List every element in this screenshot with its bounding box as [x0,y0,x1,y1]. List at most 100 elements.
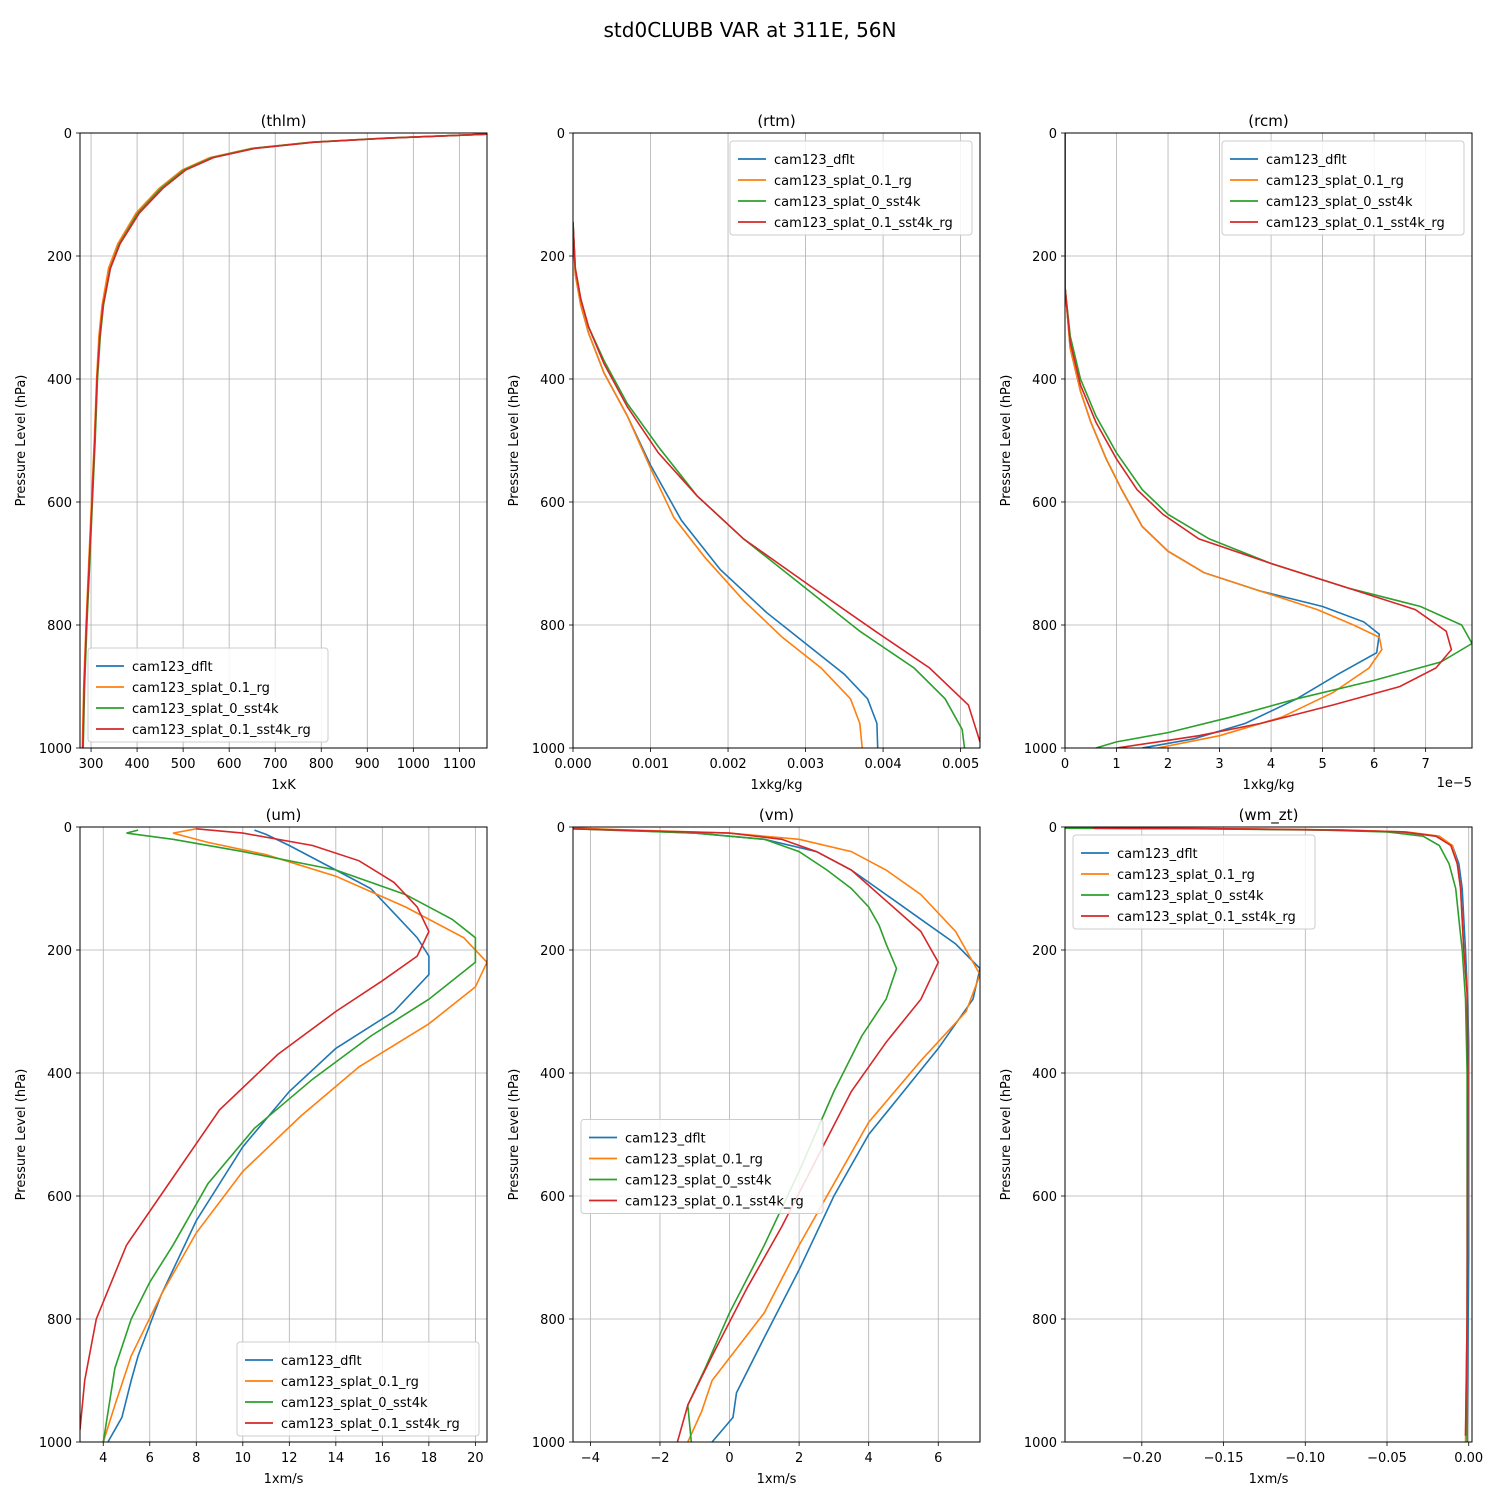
legend: cam123_dflt cam123_splat_0.1_rg cam123_spl… [729,140,973,236]
x-tick-label: 5 [1318,757,1326,772]
axes-frame [572,826,981,1443]
series-line-2 [102,829,477,1442]
y-tick-label: 800 [540,1313,565,1328]
subplot-title: (wm_zt) [1239,806,1299,825]
axes-frame [1064,826,1473,1443]
y-tick-label: 0 [1049,127,1057,142]
subplot-4: −4 −2 0 2 4 6 0 200 400 600 800 1000 (vm) 1xm/s Pressu… [507,806,981,1487]
y-tick-label: 600 [1032,1190,1057,1205]
subplot-title: (vm) [759,806,794,824]
y-tick-label: 200 [1032,944,1057,959]
y-axis-label: Pressure Level (hPa) [14,375,29,507]
subplot-title: (rtm) [757,112,795,130]
legend-label-0: cam123_dflt [625,1132,706,1147]
x-axis-label: 1xK [271,778,296,793]
x-tick-label: 4 [99,1451,107,1466]
legend-label-3: cam123_splat_0.1_sst4k_rg [1266,216,1445,231]
y-axis-label: Pressure Level (hPa) [507,1069,522,1201]
x-tick-label: 600 [217,757,242,772]
y-tick-label: 0 [64,127,72,142]
x-tick-label: 4 [1267,757,1275,772]
legend-label-3: cam123_splat_0.1_sst4k_rg [281,1417,460,1432]
x-tick-label: 20 [467,1451,484,1466]
x-tick-label: 16 [374,1451,391,1466]
x-tick-label: 3 [1215,757,1223,772]
y-axis-label: Pressure Level (hPa) [999,375,1014,507]
y-tick-label: 800 [540,619,565,634]
figure-title: std0CLUBB VAR at 311E, 56N [604,18,897,42]
y-tick-label: 400 [47,373,72,388]
y-tick-label: 400 [540,1067,565,1082]
y-tick-label: 1000 [1024,1436,1057,1451]
x-tick-label: −0.05 [1367,1451,1407,1466]
subplot-0: 300 400 500 600 700 800 900 1000 1100 0 200 400 600 8… [14,112,488,793]
series-line-1 [573,827,980,1442]
x-tick-label: 500 [171,757,196,772]
legend-label-3: cam123_splat_0.1_sst4k_rg [132,723,311,738]
legend-label-2: cam123_splat_0_sst4k [1266,195,1413,210]
x-tick-label: 6 [934,1451,942,1466]
legend-label-2: cam123_splat_0_sst4k [1117,889,1264,904]
x-tick-label: 6 [146,1451,154,1466]
series-line-3 [82,133,487,748]
x-tick-label: 18 [421,1451,438,1466]
y-tick-label: 0 [1049,821,1057,836]
y-tick-label: 600 [540,496,565,511]
y-tick-label: 200 [540,944,565,959]
y-tick-label: 400 [540,373,565,388]
axes-frame [572,132,981,749]
x-tick-label: 0.002 [709,757,746,772]
x-tick-label: 0 [1061,757,1069,772]
legend-label-2: cam123_splat_0_sst4k [774,195,921,210]
x-tick-label: 0.004 [864,757,901,772]
legend-label-0: cam123_dflt [132,660,213,675]
y-tick-label: 1000 [532,1436,565,1451]
subplot-3: 4 6 8 10 12 14 16 18 2002004006008001000(um)1xm/… [14,806,488,1487]
x-tick-label: 0.00 [1454,1451,1483,1466]
legend-label-3: cam123_splat_0.1_sst4k_rg [625,1195,804,1210]
x-tick-label: 700 [263,757,288,772]
x-axis-label: 1xkg/kg [1243,778,1295,793]
y-tick-label: 800 [1032,619,1057,634]
series-line-1 [102,828,487,1442]
legend-box [236,1341,480,1437]
x-axis-label: 1xkg/kg [751,778,803,793]
y-tick-label: 0 [557,127,565,142]
legend-label-2: cam123_splat_0_sst4k [132,702,279,717]
y-tick-label: 800 [47,619,72,634]
y-tick-label: 600 [1032,496,1057,511]
y-tick-label: 1000 [532,742,565,757]
legend: cam123_dflt cam123_splat_0.1_rg cam123_spl… [87,647,329,743]
y-axis-label: Pressure Level (hPa) [507,375,522,507]
y-tick-label: 400 [47,1067,72,1082]
x-tick-label: 900 [355,757,380,772]
y-tick-label: 400 [1032,373,1057,388]
legend-label-1: cam123_splat_0.1_rg [1266,174,1404,189]
x-tick-label: 0.005 [942,757,979,772]
x-tick-label: 14 [328,1451,345,1466]
x-offset-label: 1e−5 [1437,776,1472,791]
legend-label-1: cam123_splat_0.1_rg [1117,868,1255,883]
x-tick-label: 2 [795,1451,803,1466]
x-tick-label: 400 [125,757,150,772]
y-tick-label: 200 [540,250,565,265]
subplot-title: (rcm) [1248,112,1288,130]
axes-frame [1064,132,1473,749]
y-tick-label: 1000 [1024,742,1057,757]
series-line-1 [573,225,863,748]
y-tick-label: 200 [47,250,72,265]
series-line-3 [80,828,430,1430]
legend-box [580,1119,824,1214]
axes-frame [79,132,488,749]
legend-label-3: cam123_splat_0.1_sst4k_rg [774,216,953,231]
legend: cam123_dflt cam123_splat_0.1_rg cam123_spl… [236,1341,480,1437]
x-tick-label: −4 [581,1451,600,1466]
legend-label-1: cam123_splat_0.1_rg [132,681,270,696]
y-tick-label: 0 [557,821,565,836]
y-tick-label: 600 [47,1190,72,1205]
axes-frame [79,826,488,1443]
series-line-2 [573,828,898,1442]
y-axis-label: Pressure Level (hPa) [999,1069,1014,1201]
